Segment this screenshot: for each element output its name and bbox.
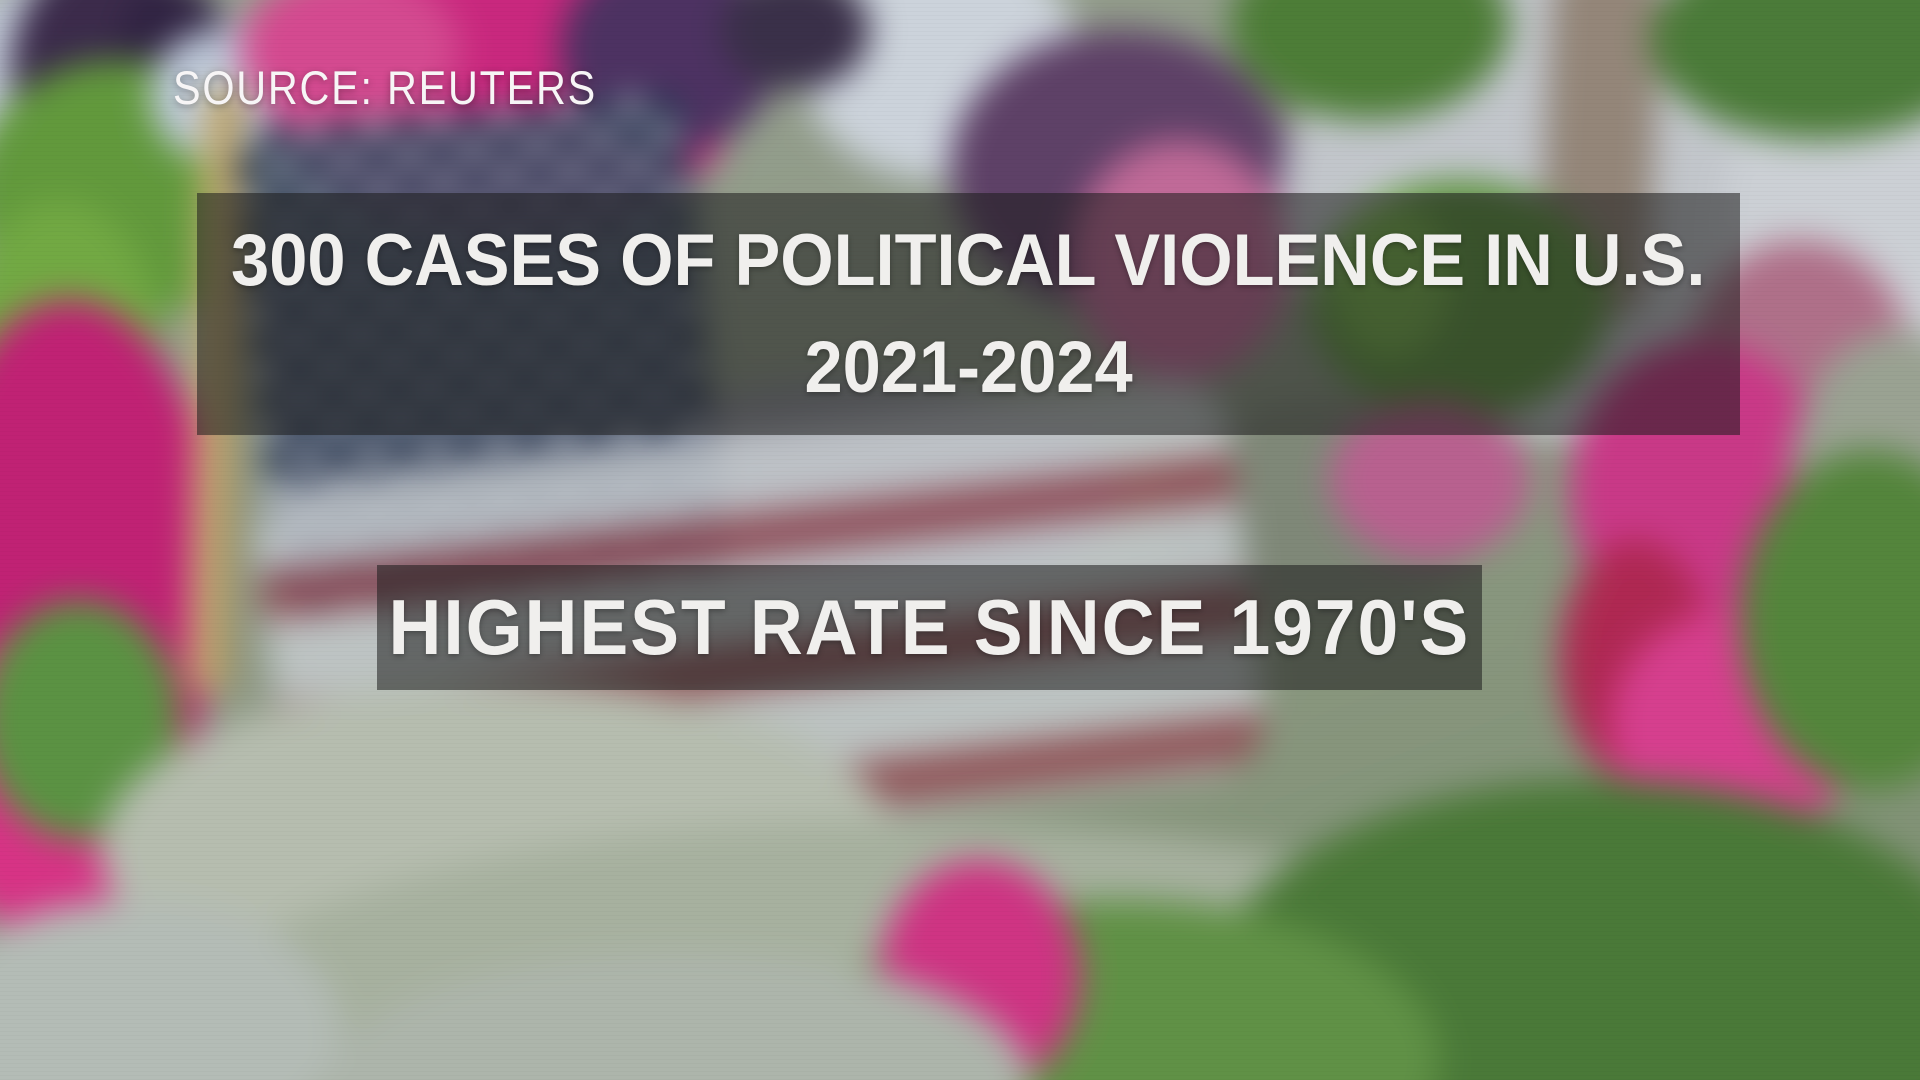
headline-line-2: 2021-2024	[804, 327, 1133, 408]
pink-flower-blob	[240, 0, 460, 130]
headline-line-1: 300 CASES OF POLITICAL VIOLENCE IN U.S.	[231, 220, 1706, 301]
subheadline-text: HIGHEST RATE SINCE 1970'S	[388, 583, 1471, 671]
subheadline-box: HIGHEST RATE SINCE 1970'S	[377, 565, 1482, 690]
headline-box: 300 CASES OF POLITICAL VIOLENCE IN U.S. …	[197, 193, 1740, 435]
source-attribution: SOURCE: REUTERS	[173, 61, 597, 114]
